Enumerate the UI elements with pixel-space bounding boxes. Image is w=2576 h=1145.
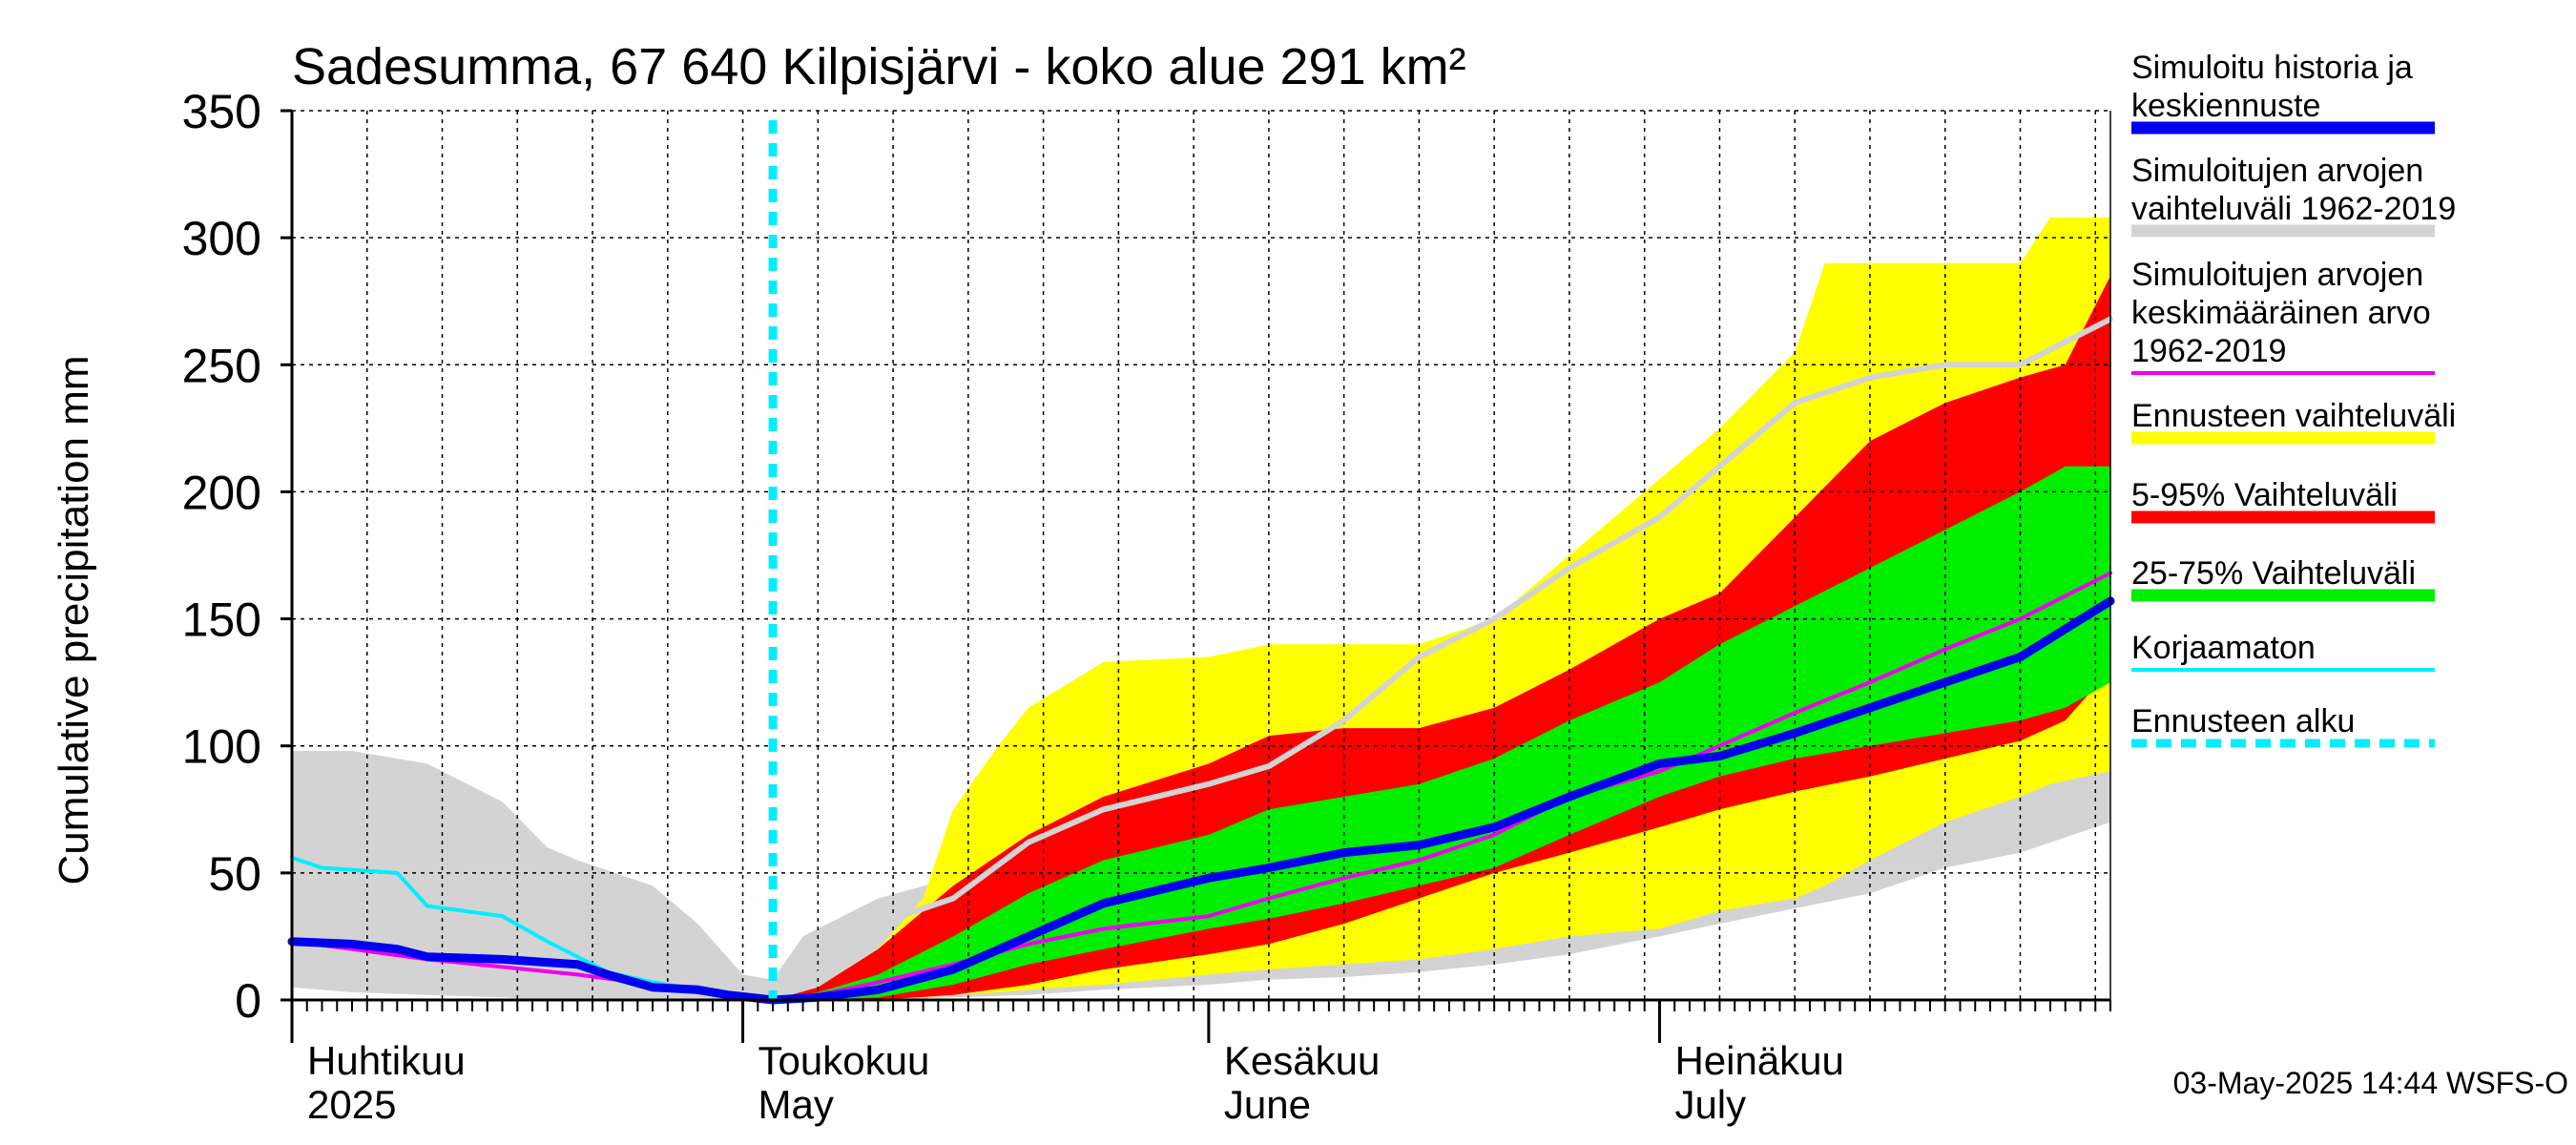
y-tick-label: 300 [182,212,261,265]
legend-label: vaihteluväli 1962-2019 [2131,191,2456,227]
line-mean [290,571,2112,1002]
legend-label: Ennusteen alku [2131,703,2355,739]
legend-item: Ennusteen alku [2131,703,2435,748]
legend-item: Ennusteen vaihteluväli [2131,398,2456,445]
x-month-label-en: 2025 [307,1082,396,1127]
timestamp-label: 03-May-2025 14:44 WSFS-O [2173,1066,2568,1100]
line-simulated [287,596,2115,1005]
x-month-label-en: May [758,1082,834,1127]
y-axis-label: Cumulative precipitation mm [51,355,97,885]
axes [280,109,2111,1043]
x-month-label-fi: Kesäkuu [1224,1038,1380,1083]
legend-label: Simuloitujen arvojen [2131,153,2423,189]
x-month-label-en: July [1674,1082,1746,1127]
legend-label: Simuloitu historia ja [2131,50,2413,86]
legend: Simuloitu historia jakeskiennusteSimuloi… [2131,50,2456,748]
legend-label: 5-95% Vaihteluväli [2131,477,2398,513]
legend-label: keskimääräinen arvo [2131,295,2431,331]
y-tick-label: 250 [182,339,261,392]
legend-label: Simuloitujen arvojen [2131,257,2423,293]
line-history_gray_line [770,316,2113,1003]
legend-label: keskiennuste [2131,88,2320,124]
y-tick-label: 100 [182,720,261,774]
y-tick-label: 350 [182,85,261,138]
legend-item: 5-95% Vaihteluväli [2131,477,2435,524]
legend-label: Ennusteen vaihteluväli [2131,398,2456,434]
x-month-label-en: June [1224,1082,1311,1127]
range-bands [292,217,2110,1001]
x-month-label-fi: Toukokuu [758,1038,930,1083]
band-p5_95 [773,276,2110,1001]
y-tick-label: 0 [235,974,261,1028]
legend-item: Korjaamaton [2131,630,2435,672]
chart-title: Sadesumma, 67 640 Kilpisjärvi - koko alu… [292,38,1466,95]
x-month-label-fi: Huhtikuu [307,1038,466,1083]
series-lines [287,120,2115,1005]
band-p25_75 [773,466,2110,1000]
legend-label: Korjaamaton [2131,630,2316,666]
legend-label: 1962-2019 [2131,333,2287,369]
y-tick-label: 200 [182,466,261,519]
x-month-label-fi: Heinäkuu [1674,1038,1843,1083]
legend-label: 25-75% Vaihteluväli [2131,555,2416,592]
y-tick-label: 50 [208,847,261,901]
y-tick-label: 150 [182,593,261,647]
legend-item: 25-75% Vaihteluväli [2131,555,2435,602]
